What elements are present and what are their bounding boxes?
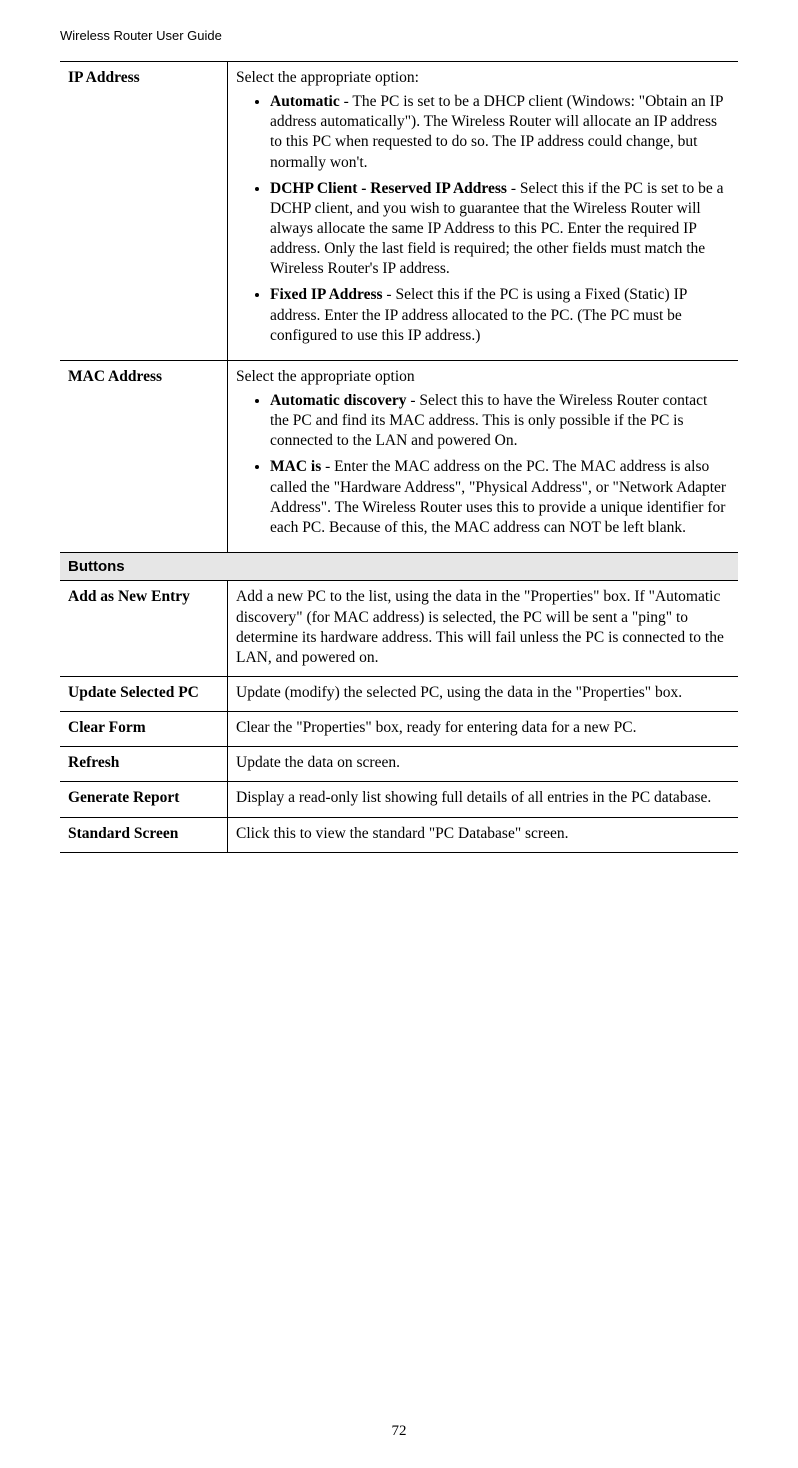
label-generate-report: Generate Report bbox=[60, 782, 228, 817]
item-text: - Enter the MAC address on the PC. The M… bbox=[270, 458, 726, 535]
item-bold: Automatic bbox=[270, 93, 340, 110]
list-item: Automatic - The PC is set to be a DHCP c… bbox=[270, 92, 730, 173]
intro-ip-address: Select the appropriate option: bbox=[236, 68, 730, 88]
label-mac-address: MAC Address bbox=[60, 360, 228, 552]
row-add-as-new: Add as New Entry Add a new PC to the lis… bbox=[60, 581, 738, 677]
page-number: 72 bbox=[0, 1423, 798, 1440]
list-item: MAC is - Enter the MAC address on the PC… bbox=[270, 457, 730, 538]
list-item: Fixed IP Address - Select this if the PC… bbox=[270, 285, 730, 345]
desc-standard-screen: Click this to view the standard "PC Data… bbox=[228, 817, 739, 852]
item-bold: DCHP Client - Reserved IP Address bbox=[270, 180, 507, 197]
label-update-selected: Update Selected PC bbox=[60, 677, 228, 712]
label-ip-address: IP Address bbox=[60, 62, 228, 361]
list-ip-address: Automatic - The PC is set to be a DHCP c… bbox=[236, 92, 730, 346]
list-item: DCHP Client - Reserved IP Address - Sele… bbox=[270, 179, 730, 280]
section-buttons: Buttons bbox=[60, 552, 738, 581]
section-buttons-label: Buttons bbox=[60, 552, 738, 581]
desc-add-as-new: Add a new PC to the list, using the data… bbox=[228, 581, 739, 677]
list-mac-address: Automatic discovery - Select this to hav… bbox=[236, 391, 730, 538]
label-add-as-new: Add as New Entry bbox=[60, 581, 228, 677]
row-generate-report: Generate Report Display a read-only list… bbox=[60, 782, 738, 817]
row-mac-address: MAC Address Select the appropriate optio… bbox=[60, 360, 738, 552]
row-clear-form: Clear Form Clear the "Properties" box, r… bbox=[60, 712, 738, 747]
item-bold: Fixed IP Address bbox=[270, 286, 383, 303]
desc-generate-report: Display a read-only list showing full de… bbox=[228, 782, 739, 817]
desc-mac-address: Select the appropriate option Automatic … bbox=[228, 360, 739, 552]
item-bold: MAC is bbox=[270, 458, 321, 475]
row-refresh: Refresh Update the data on screen. bbox=[60, 747, 738, 782]
desc-refresh: Update the data on screen. bbox=[228, 747, 739, 782]
desc-clear-form: Clear the "Properties" box, ready for en… bbox=[228, 712, 739, 747]
list-item: Automatic discovery - Select this to hav… bbox=[270, 391, 730, 451]
label-standard-screen: Standard Screen bbox=[60, 817, 228, 852]
row-update-selected: Update Selected PC Update (modify) the s… bbox=[60, 677, 738, 712]
row-ip-address: IP Address Select the appropriate option… bbox=[60, 62, 738, 361]
label-refresh: Refresh bbox=[60, 747, 228, 782]
document-page: Wireless Router User Guide IP Address Se… bbox=[0, 0, 798, 1468]
page-header: Wireless Router User Guide bbox=[60, 28, 738, 43]
desc-ip-address: Select the appropriate option: Automatic… bbox=[228, 62, 739, 361]
intro-mac-address: Select the appropriate option bbox=[236, 367, 730, 387]
label-clear-form: Clear Form bbox=[60, 712, 228, 747]
definitions-table: IP Address Select the appropriate option… bbox=[60, 61, 738, 853]
desc-update-selected: Update (modify) the selected PC, using t… bbox=[228, 677, 739, 712]
item-bold: Automatic discovery bbox=[270, 392, 406, 409]
row-standard-screen: Standard Screen Click this to view the s… bbox=[60, 817, 738, 852]
